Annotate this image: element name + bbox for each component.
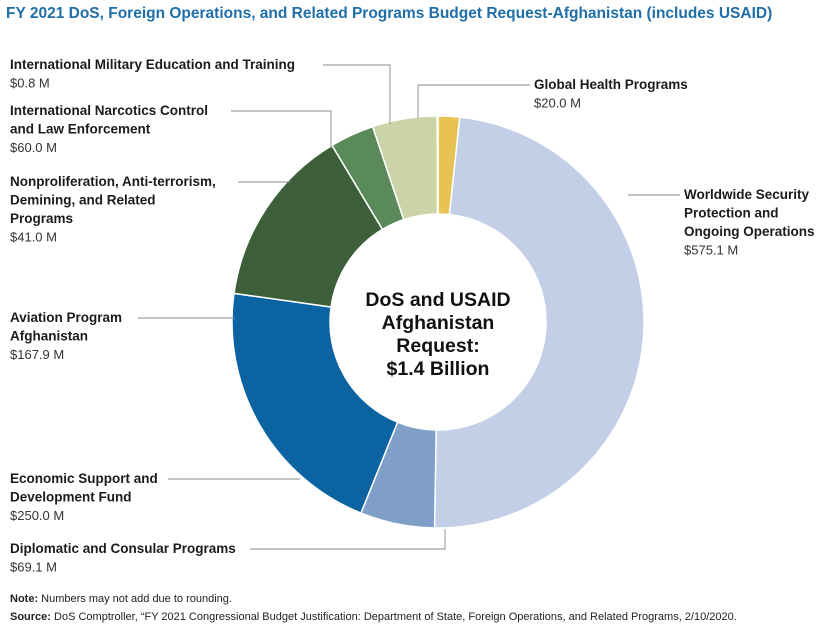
center-label-line: DoS and USAID bbox=[365, 289, 510, 311]
slice-label-name: Protection and bbox=[684, 206, 779, 221]
slice-label-value: $41.0 M bbox=[10, 230, 57, 245]
label-nonproliferation-anti-terrorism-demining-and-related-programs: Nonproliferation, Anti-terrorism, Deminin… bbox=[10, 174, 290, 245]
slice-label-name: International Narcotics Control bbox=[10, 103, 208, 118]
label-worldwide-security-protection-and-ongoing-operations: Worldwide Security Protection and Ongoing … bbox=[628, 187, 815, 258]
slice-label-name: Development Fund bbox=[10, 490, 132, 505]
slice-label-name: Programs bbox=[10, 211, 73, 226]
slice-label-name: and Law Enforcement bbox=[10, 122, 151, 137]
slice-label-name: Diplomatic and Consular Programs bbox=[10, 541, 236, 556]
slice-worldwide-security-protection-and-ongoing-operations bbox=[433, 116, 645, 529]
slice-label-name: Nonproliferation, Anti-terrorism, bbox=[10, 174, 216, 189]
leader-line bbox=[417, 84, 530, 118]
slice-label-name: Worldwide Security bbox=[684, 187, 810, 202]
source-text: DoS Comptroller, “FY 2021 Congressional … bbox=[50, 611, 737, 623]
slice-economic-support-and-development-fund bbox=[231, 292, 399, 515]
slice-label-name: International Military Education and Tra… bbox=[10, 57, 295, 72]
label-global-health-programs: Global Health Programs $20.0 M bbox=[417, 77, 688, 118]
slice-label-value: $167.9 M bbox=[10, 347, 64, 362]
donut-slices bbox=[231, 115, 645, 529]
label-international-narcotics-control-and-law-enforcement: International Narcotics Control and Law E… bbox=[10, 103, 332, 155]
leader-line bbox=[231, 110, 332, 149]
slice-label-name: Aviation Program bbox=[10, 310, 122, 325]
label-economic-support-and-development-fund: Economic Support and Development Fund $250… bbox=[10, 471, 300, 523]
center-label-line: Afghanistan bbox=[382, 312, 495, 334]
slice-labels: International Military Education and Tra… bbox=[10, 57, 815, 575]
center-label-line: Request: bbox=[396, 335, 479, 357]
slice-label-value: $69.1 M bbox=[10, 560, 57, 575]
label-international-military-education-and-training: International Military Education and Tra… bbox=[10, 57, 391, 124]
source-line: Source: DoS Comptroller, “FY 2021 Congre… bbox=[10, 608, 737, 626]
note-line: Note: Numbers may not add due to roundin… bbox=[10, 590, 737, 608]
label-aviation-program-afghanistan: Aviation Program Afghanistan $167.9 M bbox=[10, 310, 235, 362]
label-diplomatic-and-consular-programs: Diplomatic and Consular Programs $69.1 M bbox=[10, 529, 446, 575]
slice-international-military-education-and-training bbox=[436, 115, 439, 215]
slice-label-name: Afghanistan bbox=[10, 329, 88, 344]
slice-label-name: Demining, and Related bbox=[10, 193, 156, 208]
slice-label-name: Ongoing Operations bbox=[684, 224, 815, 239]
slice-label-name: Economic Support and bbox=[10, 471, 158, 486]
chart-footer: Note: Numbers may not add due to roundin… bbox=[10, 590, 737, 626]
note-text: Numbers may not add due to rounding. bbox=[38, 593, 232, 605]
center-label-line: $1.4 Billion bbox=[387, 358, 490, 380]
slice-label-value: $250.0 M bbox=[10, 508, 64, 523]
chart-title: FY 2021 DoS, Foreign Operations, and Rel… bbox=[6, 5, 773, 22]
source-label: Source: bbox=[10, 611, 51, 623]
slice-label-name: Global Health Programs bbox=[534, 77, 688, 92]
leader-line bbox=[250, 529, 446, 550]
leader-line bbox=[323, 64, 391, 124]
slice-label-value: $0.8 M bbox=[10, 76, 50, 91]
slice-label-value: $575.1 M bbox=[684, 243, 738, 258]
slice-label-value: $20.0 M bbox=[534, 96, 581, 111]
slice-label-value: $60.0 M bbox=[10, 140, 57, 155]
note-label: Note: bbox=[10, 593, 39, 605]
